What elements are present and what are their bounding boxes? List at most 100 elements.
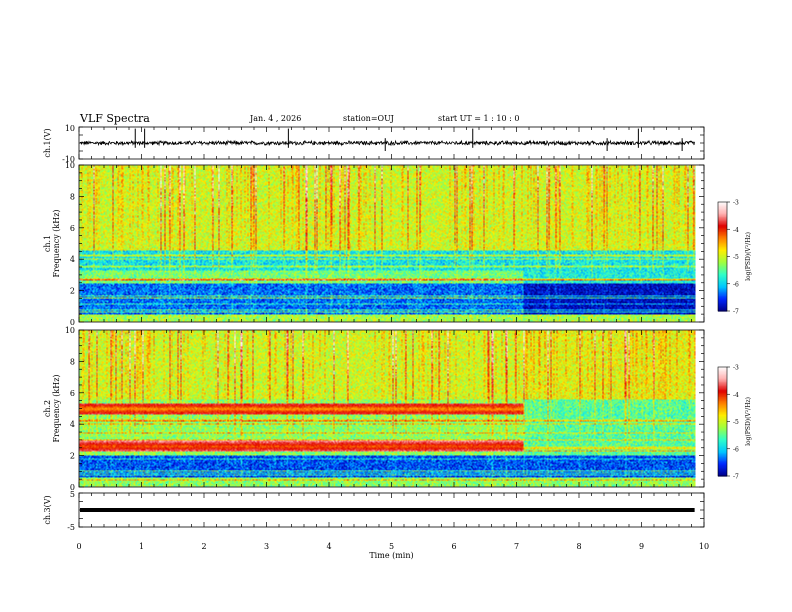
colorbar-swatch (718, 466, 727, 469)
colorbar-swatch (718, 469, 727, 472)
colorbar-swatch (718, 225, 727, 228)
colorbar-tick-label: -4 (733, 392, 739, 399)
colorbar-swatch (718, 302, 727, 305)
colorbar-swatch (718, 441, 727, 444)
colorbar-swatch (718, 282, 727, 285)
y-axis-label-line: Frequency (kHz) (52, 374, 61, 442)
colorbar-swatch (718, 388, 727, 391)
colorbar-swatch (718, 474, 727, 477)
colorbar-swatch (718, 219, 727, 222)
colorbar-swatch (718, 204, 727, 207)
colorbar-swatch (718, 260, 727, 263)
colorbar-swatch (718, 390, 727, 393)
colorbar-swatch (718, 386, 727, 389)
colorbar-swatch (718, 399, 727, 402)
y-axis-label: ch.2Frequency (kHz) (43, 374, 61, 442)
colorbar-swatch (718, 248, 727, 251)
colorbar-swatch (718, 221, 727, 224)
colorbar-swatch (718, 401, 727, 404)
colorbar-swatch (718, 236, 727, 239)
colorbar-swatch (718, 298, 727, 301)
colorbar-label: log(PSD)(V²/Hz) (745, 232, 752, 281)
colorbar-swatch (718, 409, 727, 412)
colorbar-swatch (718, 285, 727, 288)
x-tick-label: 3 (264, 542, 269, 551)
colorbar-swatch (718, 275, 727, 278)
colorbar-swatch (718, 446, 727, 448)
colorbar-swatch (718, 420, 727, 423)
colorbar-swatch (718, 237, 727, 240)
colorbar-swatch (718, 392, 727, 395)
ch3-waveform-panel: 5 -5 ch.3(V) (43, 490, 705, 532)
colorbar-swatch (718, 246, 727, 249)
colorbar-swatch (718, 291, 727, 294)
colorbar-swatch (718, 470, 727, 473)
colorbar-swatch (718, 384, 727, 387)
colorbar-swatch (718, 290, 727, 293)
colorbar-swatch (718, 294, 727, 297)
y-tick-label: 0 (70, 318, 75, 327)
colorbar-swatch (718, 300, 727, 303)
colorbar-swatch (718, 267, 727, 270)
colorbar-swatch (718, 387, 727, 390)
y-axis-label-line: Frequency (kHz) (52, 209, 61, 277)
colorbar-swatch (718, 435, 727, 438)
colorbar-swatch (718, 306, 727, 309)
colorbar-swatch (718, 375, 727, 378)
colorbar-swatch (718, 231, 727, 234)
y-tick-label: 10 (65, 124, 75, 133)
colorbar-swatch (718, 440, 727, 443)
colorbar-swatch (718, 283, 727, 286)
colorbar-swatch (718, 406, 727, 409)
colorbar-tick-label: -3 (733, 365, 739, 372)
colorbar-swatch (718, 301, 727, 304)
colorbar-swatch (718, 270, 727, 273)
colorbar-swatch (718, 234, 727, 237)
x-tick-label: 2 (201, 542, 206, 551)
start-time-label: start UT = 1 : 10 : 0 (438, 114, 520, 123)
colorbar-ch2: -3 -4 -5 -6 -7 log(PSD)(V²/Hz) (717, 365, 752, 481)
colorbar-swatch (718, 425, 727, 428)
colorbar-swatch (718, 371, 727, 374)
colorbar-swatch (718, 297, 727, 300)
colorbar-swatch (718, 413, 727, 416)
colorbar-swatch (718, 257, 727, 260)
colorbar-swatch (718, 452, 727, 455)
colorbar-swatch (718, 458, 727, 461)
colorbar-swatch (718, 461, 727, 463)
colorbar-swatch (718, 281, 727, 283)
colorbar-swatch (718, 278, 727, 281)
colorbar-swatch (718, 255, 727, 258)
y-axis-label: ch.3(V) (43, 495, 52, 524)
colorbar-swatch (718, 227, 727, 230)
colorbar-label: log(PSD)(V²/Hz) (745, 397, 752, 446)
time-axis: 0 1 2 3 4 5 6 7 8 9 10 Time (min) (76, 542, 709, 560)
colorbar-swatch (718, 411, 727, 414)
colorbar-swatch (718, 431, 727, 433)
colorbar-swatch (718, 372, 727, 375)
colorbar-swatch (718, 437, 727, 440)
ch2-spectrogram-panel: 0 2 4 6 8 10 ch.2Frequency (kHz) (43, 326, 705, 492)
colorbar-ch1: -3 -4 -5 -6 -7 log(PSD)(V²/Hz) (717, 200, 752, 316)
x-tick-label: 5 (389, 542, 394, 551)
colorbar-swatch (718, 241, 727, 244)
colorbar-swatch (718, 249, 727, 252)
colorbar-tick-label: -4 (733, 227, 739, 234)
x-axis-label: Time (min) (369, 551, 413, 560)
y-tick-label: 6 (70, 389, 75, 398)
y-tick-label: 8 (70, 357, 75, 366)
colorbar-swatch (718, 293, 727, 296)
colorbar-tick-label: -7 (733, 474, 739, 481)
colorbar-swatch (718, 429, 727, 432)
colorbar-swatch (718, 455, 727, 458)
colorbar-swatch (718, 264, 727, 267)
y-tick-label: 4 (70, 255, 75, 264)
ch1-spectrogram-panel: 0 2 4 6 8 10 ch.1Frequency (kHz) (43, 161, 705, 327)
y-tick-label: 10 (65, 326, 75, 335)
colorbar-swatch (718, 422, 727, 425)
colorbar-swatch (718, 208, 727, 211)
colorbar-swatch (718, 391, 727, 394)
colorbar-swatch (718, 202, 727, 204)
colorbar-swatch (718, 426, 727, 429)
